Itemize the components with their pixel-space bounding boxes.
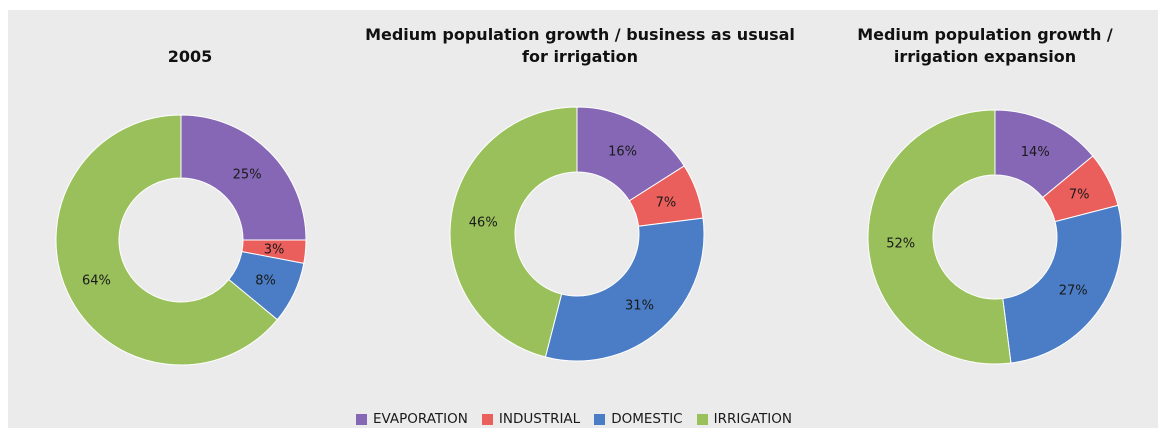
legend-item-irrigation: IRRIGATION bbox=[696, 411, 792, 427]
data-label-industrial: 3% bbox=[264, 242, 285, 257]
donut-slice-irrigation bbox=[55, 114, 279, 366]
data-label-industrial: 7% bbox=[656, 195, 677, 210]
donut-slice-irrigation bbox=[867, 109, 1012, 365]
legend-swatch bbox=[481, 413, 493, 425]
chart-title-business-as-usual: Medium population growth / business as u… bbox=[365, 25, 795, 66]
chart-title-2005: 2005 bbox=[167, 47, 213, 66]
data-label-domestic: 27% bbox=[1059, 284, 1088, 299]
donut-slice-evaporation bbox=[180, 114, 307, 241]
chart-legend: EVAPORATION INDUSTRIAL DOMESTIC IRRIGATI… bbox=[356, 408, 806, 430]
legend-item-domestic: DOMESTIC bbox=[594, 411, 683, 427]
donut-slice-irrigation bbox=[449, 106, 578, 358]
data-label-irrigation: 46% bbox=[469, 216, 498, 231]
data-label-domestic: 8% bbox=[255, 273, 276, 288]
legend-swatch bbox=[594, 413, 606, 425]
data-label-evaporation: 16% bbox=[608, 145, 637, 160]
legend-swatch bbox=[696, 413, 708, 425]
legend-item-industrial: INDUSTRIAL bbox=[481, 411, 581, 427]
legend-swatch bbox=[356, 413, 367, 425]
data-label-irrigation: 52% bbox=[886, 236, 915, 251]
data-label-evaporation: 14% bbox=[1021, 145, 1050, 160]
legend-label: IRRIGATION bbox=[713, 411, 792, 427]
donut-slice-domestic bbox=[1002, 204, 1123, 364]
chart-title-irrigation-expansion: Medium population growth / irrigation ex… bbox=[857, 25, 1113, 66]
legend-item-evaporation: EVAPORATION bbox=[356, 411, 468, 427]
data-label-domestic: 31% bbox=[625, 298, 654, 313]
donut-slice-domestic bbox=[544, 217, 705, 362]
data-label-evaporation: 25% bbox=[233, 167, 262, 182]
legend-label: DOMESTIC bbox=[611, 411, 683, 427]
legend-label: EVAPORATION bbox=[373, 411, 468, 427]
data-label-irrigation: 64% bbox=[82, 273, 111, 288]
data-label-industrial: 7% bbox=[1069, 188, 1090, 203]
legend-label: INDUSTRIAL bbox=[498, 411, 581, 427]
